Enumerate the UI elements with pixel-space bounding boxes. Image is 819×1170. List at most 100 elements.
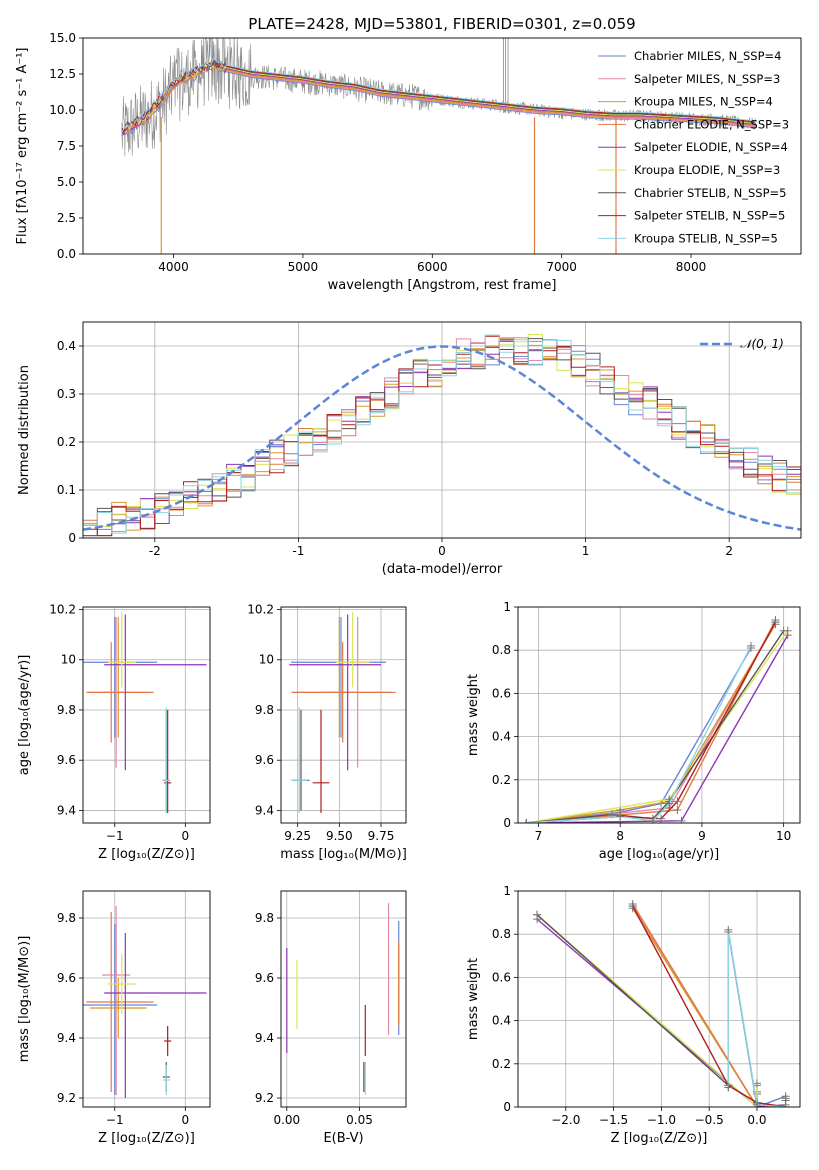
plot-area: [286, 903, 400, 1095]
legend-label: Salpeter ELODIE, N_SSP=4: [634, 140, 788, 154]
histogram-chabrier-elodie: [83, 337, 801, 537]
legend-label: Kroupa MILES, N_SSP=4: [634, 95, 773, 109]
weight-marker: [752, 1079, 761, 1088]
errorbar-kroupa-elodie: [107, 954, 136, 1014]
errorbar-chabrier-elodie: [86, 912, 154, 1092]
weight-marker: [522, 819, 531, 823]
chart-title: PLATE=2428, MJD=53801, FIBERID=0301, z=0…: [248, 15, 635, 33]
legend-label: 𝒩(0, 1): [740, 337, 784, 351]
weight-marker: [657, 814, 666, 823]
x-axis-label: Z [log₁₀(Z/Z⊙)]: [98, 1131, 195, 1146]
y-axis-label: age [log₁₀(age/yr)]: [17, 655, 32, 776]
x-tick-label: −1.5: [599, 1113, 628, 1127]
x-tick-label: −0.5: [695, 1113, 724, 1127]
weight-marker: [673, 797, 682, 806]
plot-area: [522, 615, 792, 823]
gaussian-curve: [83, 345, 801, 531]
y-tick-label: 0.4: [492, 730, 511, 744]
y-tick-label: 12.5: [49, 67, 76, 81]
y-tick-label: 0.8: [492, 927, 511, 941]
y-tick-label: 0.4: [57, 339, 76, 353]
x-tick-label: -2: [149, 544, 161, 558]
model-spectrum-kroupa-stelib: [121, 58, 755, 133]
x-tick-label: 0: [181, 1113, 189, 1127]
histogram-kroupa-stelib: [83, 334, 801, 534]
x-tick-label: 8: [616, 829, 624, 843]
errorbar-chabrier-elodie: [86, 642, 154, 743]
axes-frame: [280, 606, 407, 824]
x-tick-label: 1: [582, 544, 590, 558]
axes-frame: [517, 890, 801, 1108]
x-tick-label: 8000: [676, 260, 707, 274]
x-tick-label: 6000: [417, 260, 448, 274]
x-tick-label: 9.50: [326, 829, 353, 843]
y-tick-label: 1: [503, 600, 511, 614]
errorbar-kroupa-stelib: [291, 707, 308, 813]
x-tick-label: 9.25: [284, 829, 311, 843]
legend-label: Kroupa ELODIE, N_SSP=3: [634, 163, 780, 177]
axes-frame: [82, 321, 802, 539]
panel-weight-vs-age: 7 8 9 10 0 0.2 0.4 0.6 0.8 1 age [log₁₀(age/yr)] ma…: [466, 600, 801, 862]
weight-marker: [724, 925, 733, 934]
panel-mass-vs-EBV: 0.00 0.05 9.2 9.4 9.6 9.8 E(B-V): [255, 890, 407, 1146]
y-tick-label: 9.4: [57, 803, 76, 817]
weight-marker: [771, 618, 780, 627]
panel-residuals: -2 -1 0 1 2 0 0.1 0.2 0.3 0.4 (data-model)/error No…: [17, 321, 802, 577]
panel-mass-vs-Z: −1 0 9.2 9.4 9.6 9.8 Z [log₁₀(Z/Z⊙)] mass [log₁…: [17, 890, 211, 1146]
errorbar-salpeter-stelib: [164, 1026, 172, 1056]
y-tick-label: 0.4: [492, 1014, 511, 1028]
x-tick-label: 10: [776, 829, 791, 843]
y-axis-label: Normed distribution: [17, 365, 32, 495]
plot-area: [533, 899, 790, 1107]
x-axis-label: wavelength [Angstrom, rest frame]: [328, 278, 557, 293]
x-tick-label: 0: [438, 544, 446, 558]
errorbar-kroupa-stelib: [162, 707, 170, 813]
weight-marker: [677, 816, 686, 823]
weight-line-kroupa-miles: [526, 623, 777, 823]
weight-marker: [779, 626, 788, 635]
y-tick-label: 9.6: [255, 971, 274, 985]
x-tick-label: 9: [698, 829, 706, 843]
x-tick-label: -1: [292, 544, 304, 558]
errorbar-salpeter-stelib: [164, 709, 172, 813]
weight-marker: [616, 812, 625, 821]
x-tick-label: −2.0: [551, 1113, 580, 1127]
weight-line-kroupa-elodie: [526, 630, 789, 823]
axes-frame: [82, 606, 211, 824]
x-tick-label: 0: [181, 829, 189, 843]
axes-frame: [82, 890, 211, 1108]
x-axis-label: age [log₁₀(age/yr)]: [599, 847, 720, 862]
weight-marker: [533, 910, 542, 919]
axes-frame: [280, 890, 407, 1108]
histogram-salpeter-miles: [83, 338, 801, 537]
model-spectrum-chabrier-elodie: [121, 61, 755, 136]
x-axis-label: mass [log₁₀(M/M⊙)]: [280, 847, 407, 862]
y-tick-label: 9.6: [57, 971, 76, 985]
weight-line-kroupa-elodie: [536, 914, 758, 1107]
y-tick-label: 9.4: [255, 1031, 274, 1045]
y-tick-label: 10: [259, 653, 274, 667]
model-spectrum-salpeter-miles: [121, 64, 755, 135]
legend-label: Chabrier ELODIE, N_SSP=3: [634, 117, 789, 131]
legend-label: Chabrier MILES, N_SSP=4: [634, 49, 781, 63]
y-tick-label: 10: [61, 653, 76, 667]
y-tick-label: 0.1: [57, 483, 76, 497]
y-tick-label: 10.2: [49, 603, 76, 617]
errorbar-chabrier-miles: [291, 617, 386, 738]
weight-line-chabrier-miles: [526, 647, 752, 823]
y-tick-label: 10.2: [247, 603, 274, 617]
panel-age-vs-mass: 9.25 9.50 9.75 9.4 9.6 9.8 10 10.2 mass [log₁₀(M…: [247, 603, 406, 862]
model-spectrum-kroupa-miles: [121, 61, 755, 134]
axes-frame: [82, 37, 802, 255]
x-axis-label: (data-model)/error: [382, 562, 503, 577]
x-tick-label: 4000: [158, 260, 189, 274]
model-spectrum-salpeter-stelib: [121, 61, 755, 134]
errorbar-kroupa-elodie: [336, 612, 370, 688]
y-tick-label: 5.0: [57, 175, 76, 189]
errorbar-kroupa-stelib: [162, 1065, 170, 1095]
y-tick-label: 0.2: [57, 435, 76, 449]
y-axis-label: mass [log₁₀(M/M⊙)]: [17, 936, 32, 1063]
y-tick-label: 0.0: [57, 247, 76, 261]
plot-area: [121, 38, 756, 254]
